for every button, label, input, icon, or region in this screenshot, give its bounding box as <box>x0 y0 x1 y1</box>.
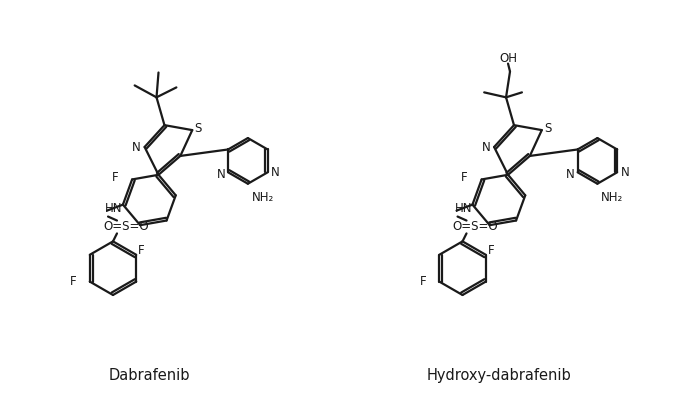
Text: F: F <box>111 171 118 184</box>
Text: F: F <box>138 245 145 257</box>
Text: F: F <box>70 275 77 288</box>
Text: N: N <box>271 166 280 179</box>
Text: F: F <box>488 245 494 257</box>
Text: HN: HN <box>105 202 123 215</box>
Text: N: N <box>217 168 225 181</box>
Text: N: N <box>566 168 575 181</box>
Text: F: F <box>461 171 468 184</box>
Text: Hydroxy-dabrafenib: Hydroxy-dabrafenib <box>427 368 571 383</box>
Text: N: N <box>482 141 491 154</box>
Text: S: S <box>194 122 202 135</box>
Text: O=S=O: O=S=O <box>453 220 498 233</box>
Text: S: S <box>544 122 551 135</box>
Text: HN: HN <box>454 202 472 215</box>
Text: O=S=O: O=S=O <box>103 220 148 233</box>
Text: OH: OH <box>499 52 517 65</box>
Text: N: N <box>132 141 141 154</box>
Text: NH₂: NH₂ <box>601 191 624 204</box>
Text: F: F <box>420 275 427 288</box>
Text: NH₂: NH₂ <box>252 191 274 204</box>
Text: Dabrafenib: Dabrafenib <box>109 368 190 383</box>
Text: N: N <box>621 166 630 179</box>
